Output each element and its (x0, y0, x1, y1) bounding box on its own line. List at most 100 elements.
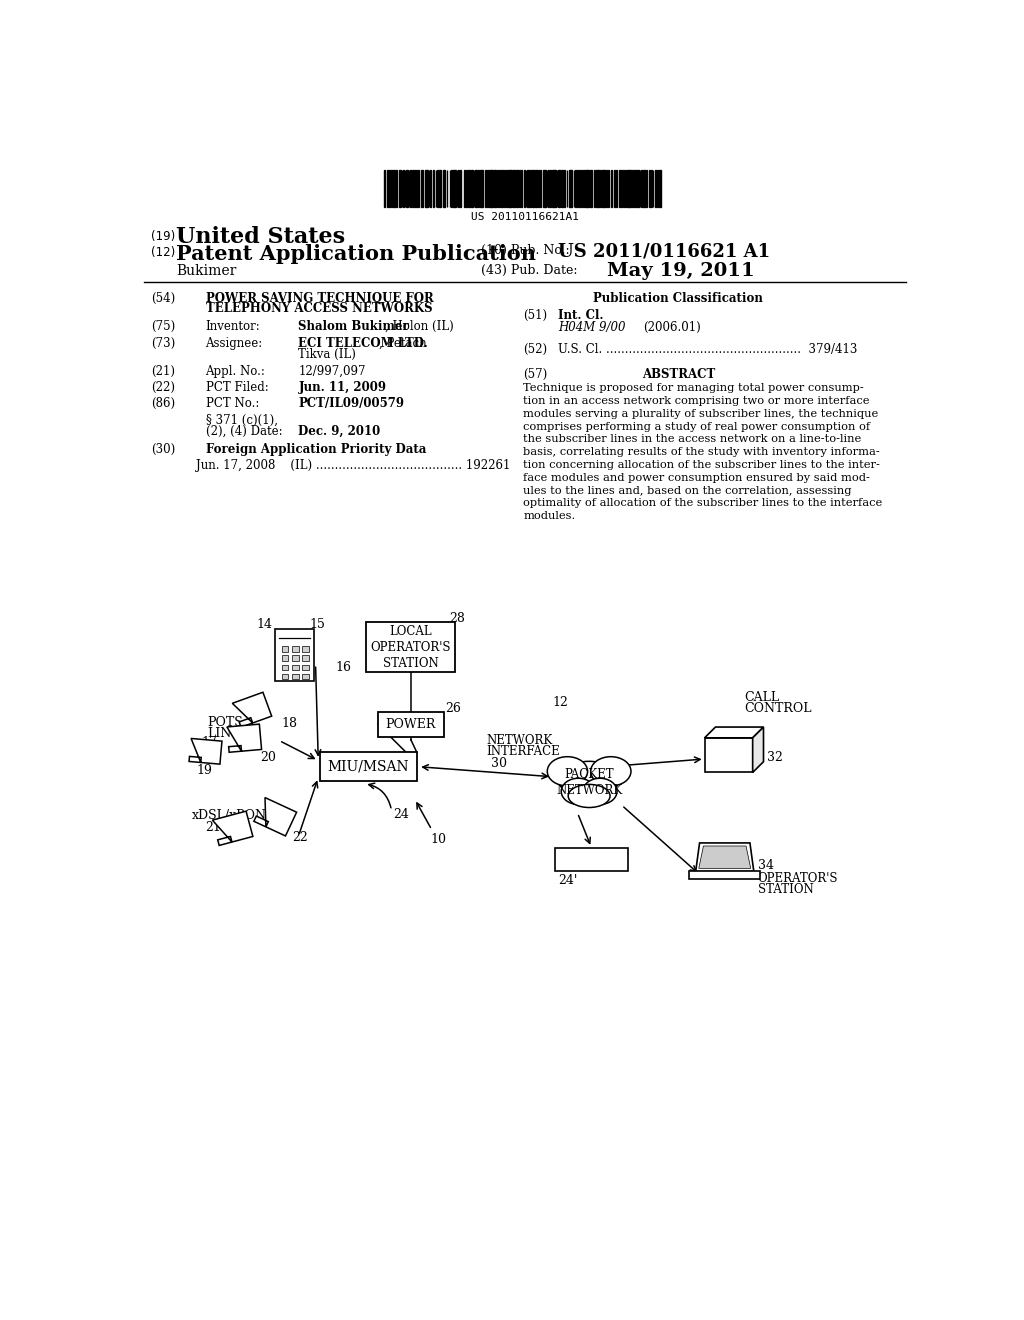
Bar (544, 170, 546, 207)
Text: Technique is proposed for managing total power consump-
tion in an access networ: Technique is proposed for managing total… (523, 383, 883, 521)
Text: TELEPHONY ACCESS NETWORKS: TELEPHONY ACCESS NETWORKS (206, 302, 432, 315)
Ellipse shape (568, 784, 610, 808)
Polygon shape (189, 738, 222, 764)
Bar (649, 170, 650, 207)
Text: (19): (19) (152, 230, 175, 243)
Bar (577, 170, 579, 207)
Text: (75): (75) (152, 321, 175, 333)
Bar (292, 675, 299, 680)
Text: ABSTRACT: ABSTRACT (642, 368, 715, 381)
Bar (614, 170, 615, 207)
Bar (492, 170, 493, 207)
Text: CONTROL: CONTROL (744, 702, 812, 715)
Bar (475, 170, 477, 207)
Bar (630, 170, 631, 207)
Bar (550, 170, 551, 207)
Bar (302, 665, 308, 671)
Text: § 371 (c)(1),: § 371 (c)(1), (206, 414, 278, 428)
Bar (416, 170, 417, 207)
Bar (407, 170, 408, 207)
Text: PACKET
NETWORK: PACKET NETWORK (556, 768, 623, 796)
Text: Appl. No.:: Appl. No.: (206, 364, 265, 378)
Bar (283, 675, 289, 680)
Bar (586, 170, 588, 207)
Text: 14: 14 (257, 618, 272, 631)
Bar (569, 170, 570, 207)
Text: (12): (12) (152, 246, 175, 259)
Text: Jun. 11, 2009: Jun. 11, 2009 (299, 381, 386, 393)
Bar (387, 170, 388, 207)
Text: 34: 34 (758, 859, 774, 873)
Text: US 2011/0116621 A1: US 2011/0116621 A1 (558, 243, 770, 260)
Bar (302, 675, 308, 680)
Bar (421, 170, 423, 207)
Text: (22): (22) (152, 381, 175, 393)
Polygon shape (753, 727, 764, 772)
Bar (509, 170, 512, 207)
Text: , Petach: , Petach (379, 337, 427, 350)
Bar (513, 170, 515, 207)
Bar (705, 738, 753, 772)
Bar (607, 170, 609, 207)
Text: POWER SAVING TECHNIQUE FOR: POWER SAVING TECHNIQUE FOR (206, 293, 433, 305)
Bar (378, 711, 443, 737)
Text: 24': 24' (558, 874, 578, 887)
Text: Publication Classification: Publication Classification (593, 293, 763, 305)
Text: PCT No.:: PCT No.: (206, 397, 259, 411)
Bar (302, 656, 308, 661)
Text: xDSL/xPON: xDSL/xPON (191, 809, 266, 822)
Text: Assignee:: Assignee: (206, 337, 263, 350)
Text: Dec. 9, 2010: Dec. 9, 2010 (299, 425, 381, 438)
Bar (501, 170, 503, 207)
Bar (275, 628, 314, 681)
Bar (426, 170, 428, 207)
Bar (367, 622, 456, 672)
Bar (643, 170, 645, 207)
Text: LOCAL
OPERATOR'S
STATION: LOCAL OPERATOR'S STATION (371, 624, 452, 669)
Text: INTERFACE: INTERFACE (486, 744, 560, 758)
Bar (464, 170, 465, 207)
Bar (596, 170, 598, 207)
Text: (2), (4) Date:: (2), (4) Date: (206, 425, 283, 438)
Polygon shape (698, 846, 751, 869)
Text: May 19, 2011: May 19, 2011 (607, 261, 755, 280)
Bar (637, 170, 639, 207)
Text: Shalom Bukimer: Shalom Bukimer (299, 321, 410, 333)
Text: PCT Filed:: PCT Filed: (206, 381, 268, 393)
Bar (602, 170, 604, 207)
Text: Foreign Application Priority Data: Foreign Application Priority Data (206, 444, 426, 457)
Ellipse shape (561, 779, 595, 804)
Bar (527, 170, 528, 207)
Text: 24: 24 (393, 808, 409, 821)
Bar (283, 665, 289, 671)
Bar (319, 752, 417, 781)
Bar (484, 170, 486, 207)
Text: LINES: LINES (207, 726, 249, 739)
Text: POWER: POWER (386, 718, 436, 731)
Bar (689, 871, 760, 879)
Bar (393, 170, 394, 207)
Bar (468, 170, 470, 207)
Text: 10: 10 (430, 833, 446, 846)
Text: (51): (51) (523, 309, 548, 322)
Polygon shape (212, 812, 253, 845)
Bar (292, 665, 299, 671)
Text: 26: 26 (445, 702, 461, 715)
Text: (57): (57) (523, 368, 548, 381)
Bar (611, 170, 612, 207)
Text: ECI TELECOM LTD.: ECI TELECOM LTD. (299, 337, 428, 350)
Text: Inventor:: Inventor: (206, 321, 260, 333)
Polygon shape (232, 692, 271, 727)
Polygon shape (695, 843, 754, 871)
Bar (658, 170, 662, 207)
Ellipse shape (591, 756, 631, 785)
Text: 22: 22 (292, 830, 308, 843)
Text: Patent Application Publication: Patent Application Publication (176, 244, 536, 264)
Text: 15: 15 (309, 618, 326, 631)
Text: 19: 19 (197, 763, 212, 776)
Text: Tikva (IL): Tikva (IL) (299, 348, 356, 360)
Bar (516, 170, 518, 207)
Text: (30): (30) (152, 444, 175, 457)
Text: 12: 12 (553, 696, 568, 709)
Text: OPERATOR'S: OPERATOR'S (758, 873, 839, 886)
